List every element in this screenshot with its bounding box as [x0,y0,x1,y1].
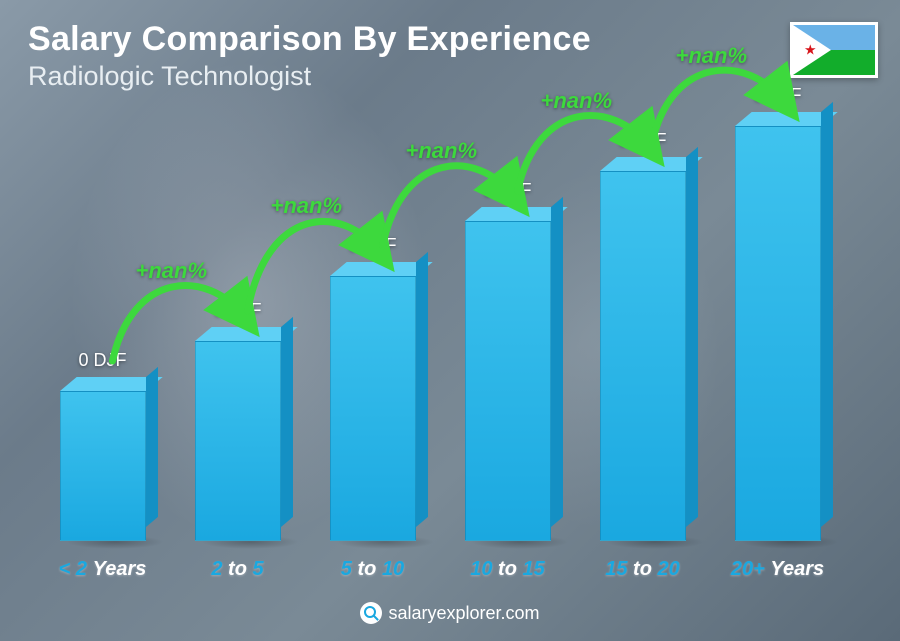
footer-text: salaryexplorer.com [388,603,539,624]
change-label: +nan% [136,258,208,284]
bar-value-label: 0 DJF [213,300,261,321]
bar-group: 0 DJF [578,130,708,541]
title-block: Salary Comparison By Experience Radiolog… [28,20,591,92]
x-axis-label: 5 to 10 [308,558,438,581]
chart-title: Salary Comparison By Experience [28,20,591,59]
x-axis-label: 20+ Years [713,558,843,581]
bar [465,221,551,541]
x-axis-label: 10 to 15 [443,558,573,581]
bar-value-label: 0 DJF [753,85,801,106]
footer: salaryexplorer.com [0,602,900,629]
bar [735,126,821,541]
chart-area: 0 DJF0 DJF0 DJF0 DJF0 DJF0 DJF < 2 Years… [35,95,845,581]
x-axis-label: 2 to 5 [173,558,303,581]
x-axis-label: 15 to 20 [578,558,708,581]
bar-group: 0 DJF [173,300,303,541]
x-axis-label: < 2 Years [38,558,168,581]
chart-subtitle: Radiologic Technologist [28,61,591,92]
bar [60,391,146,541]
bars-container: 0 DJF0 DJF0 DJF0 DJF0 DJF0 DJF [35,121,845,541]
bar-value-label: 0 DJF [348,235,396,256]
bar [330,276,416,541]
country-flag-icon: ★ [790,22,878,78]
change-label: +nan% [676,43,748,69]
bar-group: 0 DJF [38,350,168,541]
bar [600,171,686,541]
bar-value-label: 0 DJF [483,180,531,201]
bar-group: 0 DJF [713,85,843,541]
bar-group: 0 DJF [308,235,438,541]
bar-value-label: 0 DJF [78,350,126,371]
bar-value-label: 0 DJF [618,130,666,151]
bar-group: 0 DJF [443,180,573,541]
logo-icon [360,602,382,624]
change-label: +nan% [541,88,613,114]
change-label: +nan% [406,138,478,164]
change-label: +nan% [271,193,343,219]
bar [195,341,281,541]
x-axis-labels: < 2 Years2 to 55 to 1010 to 1515 to 2020… [35,558,845,581]
